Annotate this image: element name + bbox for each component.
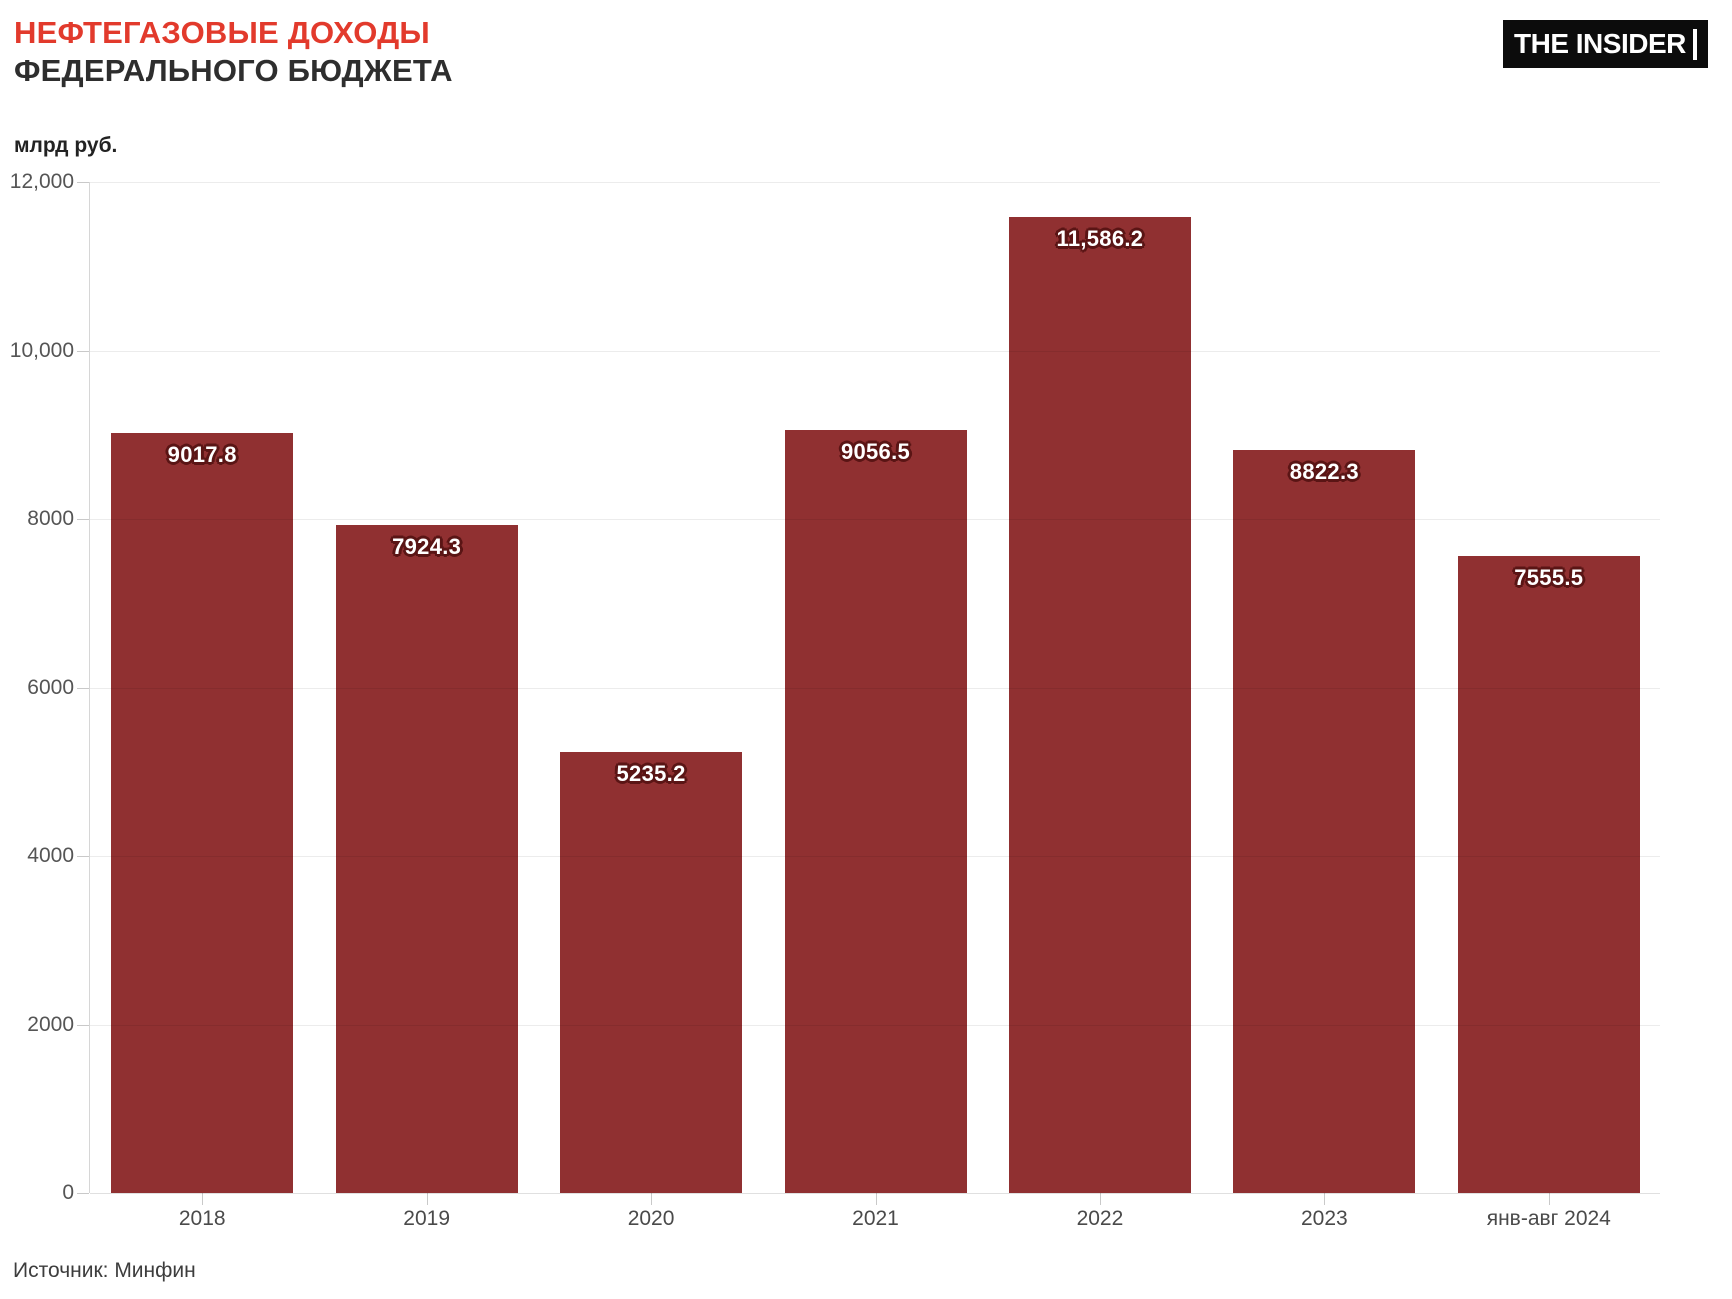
chart-title-accent-line: НЕФТЕГАЗОВЫЕ ДОХОДЫ [14,15,430,50]
x-axis-label-2020: 2020 [627,1207,675,1230]
x-axis-label-янв-авг 2024: янв-авг 2024 [1486,1207,1611,1230]
chart-title: НЕФТЕГАЗОВЫЕ ДОХОДЫ ФЕДЕРАЛЬНОГО БЮДЖЕТА [14,14,453,90]
y-axis-label-6000: 6000 [27,675,74,699]
y-axis-tick-4000 [77,856,89,857]
y-axis-units-label: млрд руб. [14,134,118,157]
y-axis-label-4000: 4000 [27,844,74,867]
bar-value-label-2023: 8822.3 [1289,458,1359,484]
x-axis-tick-2023 [1324,1193,1326,1205]
gridline-4000 [90,856,1660,857]
y-axis-tick-8000 [77,519,89,520]
x-axis-label-2019: 2019 [403,1207,450,1230]
the-insider-logo: THE INSIDER [1503,20,1708,68]
x-axis-tick-2019 [426,1193,428,1205]
bar-2022: 11,586.2 [1008,216,1191,1193]
gridline-8000 [90,519,1660,520]
y-axis-label-2000: 2000 [27,1012,74,1036]
bar-2023: 8822.3 [1233,449,1416,1193]
y-axis-tick-10000 [77,350,89,352]
gridline-0 [90,1193,1660,1194]
bar-value-label-2022: 11,586.2 [1056,225,1144,251]
bar-value-label-2020: 5235.2 [616,760,686,786]
bar-янв-авг 2024: 7555.5 [1457,556,1640,1193]
bar-chart-plot-area: 0 2000 4000 6000 8000 10,000 12,000 9017.8 2018 7… [10,170,1660,1230]
logo-cursor-bar [1692,28,1697,60]
y-axis-label-12000: 12,000 [9,170,74,193]
x-axis-label-2018: 2018 [178,1207,226,1230]
x-axis-tick-2020 [651,1193,653,1205]
bar-value-label-янв-авг 2024: 7555.5 [1514,565,1584,591]
x-axis-label-2021: 2021 [852,1207,899,1230]
the-insider-logo-text: THE INSIDER [1514,28,1686,59]
x-axis-label-2023: 2023 [1300,1207,1348,1230]
y-axis-label-0: 0 [62,1181,74,1204]
gridline-6000 [90,687,1660,689]
x-axis-tick-янв-авг 2024 [1548,1193,1550,1205]
bar-2019: 7924.3 [335,525,518,1193]
bar-value-label-2019: 7924.3 [392,534,462,560]
y-axis-label-10000: 10,000 [9,338,74,362]
bar-2018: 9017.8 [111,433,294,1193]
chart-title-dark-line: ФЕДЕРАЛЬНОГО БЮДЖЕТА [14,52,453,88]
gridline-12000 [90,182,1660,183]
y-axis-tick-2000 [77,1024,89,1026]
y-axis-tick-0 [77,1193,89,1194]
y-axis-tick-6000 [77,687,89,689]
y-axis-tick-12000 [77,182,89,183]
gridline-2000 [90,1024,1660,1026]
gridline-10000 [90,350,1660,352]
x-axis-tick-2022 [1099,1193,1101,1205]
x-axis-tick-2018 [202,1193,204,1205]
source-note: Источник: Минфин [13,1259,196,1282]
bar-value-label-2021: 9056.5 [840,439,911,464]
x-axis-tick-2021 [875,1193,877,1205]
y-axis-label-8000: 8000 [27,507,74,530]
bar-2020: 5235.2 [560,751,743,1193]
bar-value-label-2018: 9017.8 [167,442,237,468]
bar-2021: 9056.5 [784,430,967,1193]
x-axis-label-2022: 2022 [1076,1207,1124,1230]
